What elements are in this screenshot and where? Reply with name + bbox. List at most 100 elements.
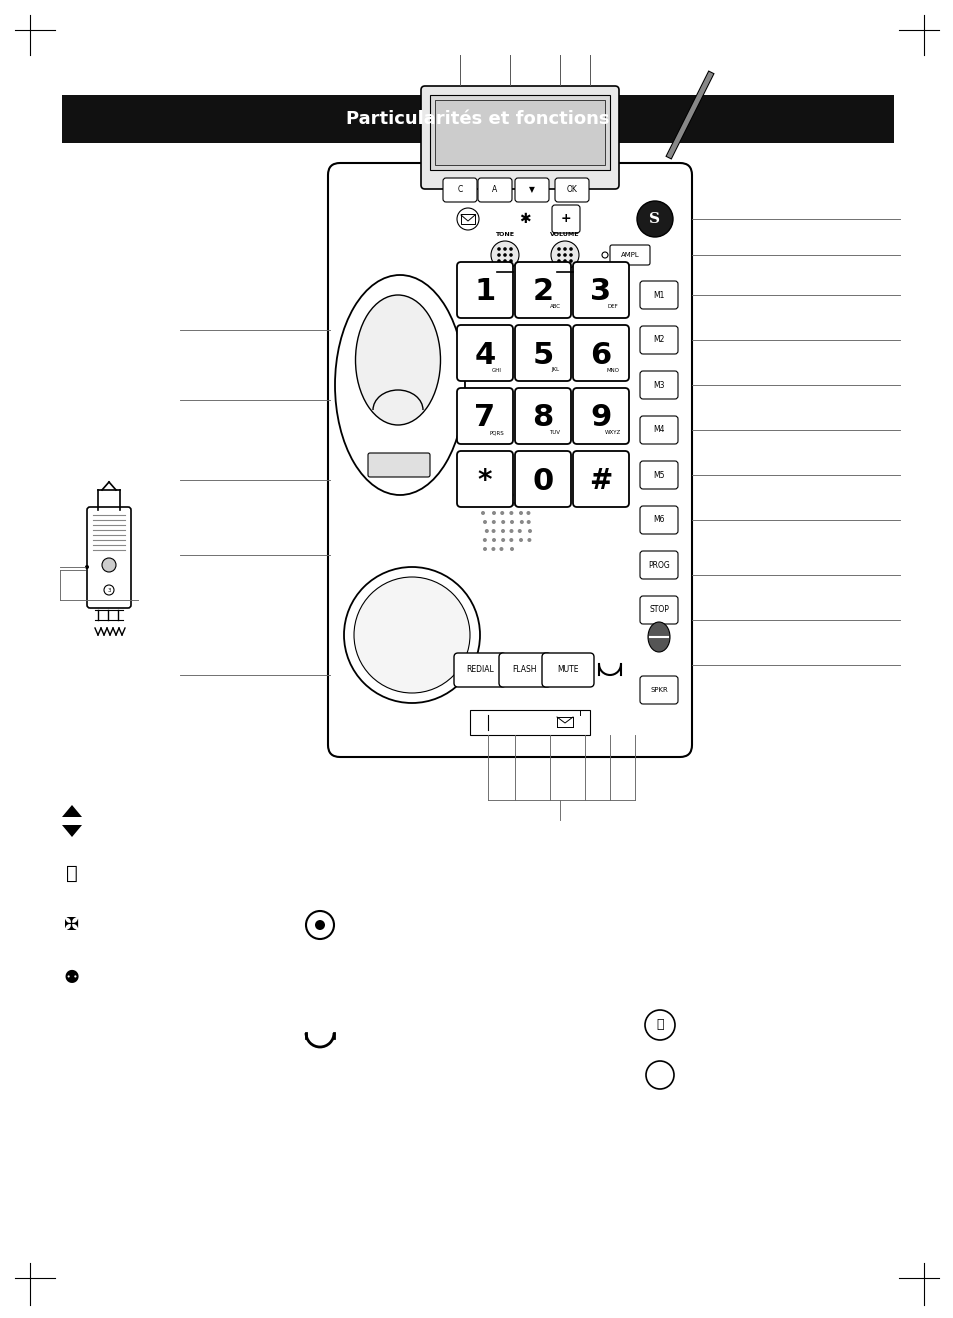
Circle shape xyxy=(509,248,513,250)
Text: M1: M1 xyxy=(653,290,664,299)
Circle shape xyxy=(500,502,504,506)
Circle shape xyxy=(492,521,496,525)
Circle shape xyxy=(562,253,566,257)
FancyBboxPatch shape xyxy=(573,451,628,507)
FancyBboxPatch shape xyxy=(639,551,678,579)
Circle shape xyxy=(551,241,578,269)
FancyBboxPatch shape xyxy=(515,326,571,381)
Circle shape xyxy=(500,538,504,542)
FancyBboxPatch shape xyxy=(639,370,678,399)
Circle shape xyxy=(306,911,334,938)
Circle shape xyxy=(511,511,515,515)
Text: STOP: STOP xyxy=(648,605,668,614)
Circle shape xyxy=(456,208,478,231)
Text: 9: 9 xyxy=(590,403,611,432)
Circle shape xyxy=(344,567,479,702)
Circle shape xyxy=(497,260,500,262)
Text: MUTE: MUTE xyxy=(557,666,578,675)
Text: A: A xyxy=(492,186,497,195)
FancyBboxPatch shape xyxy=(456,262,513,318)
Circle shape xyxy=(645,1061,673,1089)
Text: WXYZ: WXYZ xyxy=(604,431,620,435)
Text: ⚉: ⚉ xyxy=(64,969,80,987)
Circle shape xyxy=(492,538,496,542)
Bar xyxy=(435,100,604,165)
Text: 2: 2 xyxy=(532,278,553,307)
FancyBboxPatch shape xyxy=(639,506,678,534)
Ellipse shape xyxy=(647,622,669,652)
Circle shape xyxy=(497,248,500,250)
Text: M3: M3 xyxy=(653,381,664,390)
Circle shape xyxy=(499,493,503,497)
Circle shape xyxy=(104,585,113,594)
FancyBboxPatch shape xyxy=(573,326,628,381)
Circle shape xyxy=(491,529,495,532)
Text: M5: M5 xyxy=(653,471,664,480)
Circle shape xyxy=(508,529,512,532)
Text: 4: 4 xyxy=(474,340,496,369)
Text: 1: 1 xyxy=(474,278,496,307)
Ellipse shape xyxy=(335,275,464,496)
Circle shape xyxy=(483,511,487,515)
Text: #: # xyxy=(589,467,612,496)
FancyBboxPatch shape xyxy=(456,451,513,507)
Text: M2: M2 xyxy=(653,336,664,344)
Circle shape xyxy=(102,558,116,572)
Circle shape xyxy=(482,521,486,525)
FancyBboxPatch shape xyxy=(515,451,571,507)
Text: VOLUME: VOLUME xyxy=(550,232,579,237)
Text: 3: 3 xyxy=(590,278,611,307)
Circle shape xyxy=(509,502,513,506)
Circle shape xyxy=(517,529,521,532)
Circle shape xyxy=(510,521,514,525)
Polygon shape xyxy=(62,825,82,837)
Circle shape xyxy=(497,253,500,257)
Circle shape xyxy=(482,502,486,506)
FancyBboxPatch shape xyxy=(639,281,678,308)
Text: ▼: ▼ xyxy=(529,186,535,195)
Text: 8: 8 xyxy=(532,403,553,432)
FancyBboxPatch shape xyxy=(573,387,628,444)
Text: 7: 7 xyxy=(474,403,495,432)
Text: M4: M4 xyxy=(653,426,664,435)
Circle shape xyxy=(527,521,532,525)
FancyBboxPatch shape xyxy=(477,178,512,202)
Text: ABC: ABC xyxy=(549,304,560,310)
Circle shape xyxy=(569,248,572,250)
Circle shape xyxy=(492,511,496,515)
Text: TONE: TONE xyxy=(495,232,514,237)
FancyBboxPatch shape xyxy=(442,178,476,202)
FancyBboxPatch shape xyxy=(573,262,628,318)
FancyBboxPatch shape xyxy=(328,163,691,757)
Circle shape xyxy=(500,511,504,515)
Circle shape xyxy=(85,565,89,569)
FancyBboxPatch shape xyxy=(609,245,649,265)
Text: JKL: JKL xyxy=(551,368,558,373)
Circle shape xyxy=(517,521,521,525)
Circle shape xyxy=(500,547,504,551)
Text: 🔥: 🔥 xyxy=(66,863,78,883)
Circle shape xyxy=(644,1010,675,1040)
Circle shape xyxy=(510,493,514,497)
Text: ✠: ✠ xyxy=(65,916,79,934)
Circle shape xyxy=(562,248,566,250)
Text: OK: OK xyxy=(566,186,577,195)
FancyBboxPatch shape xyxy=(639,416,678,444)
Text: Particularités et fonctions: Particularités et fonctions xyxy=(346,109,609,128)
Bar xyxy=(430,95,609,170)
Text: DEF: DEF xyxy=(607,304,618,310)
Circle shape xyxy=(569,253,572,257)
Circle shape xyxy=(557,248,560,250)
Text: REDIAL: REDIAL xyxy=(466,666,494,675)
FancyBboxPatch shape xyxy=(639,676,678,704)
Circle shape xyxy=(482,547,486,551)
FancyBboxPatch shape xyxy=(368,453,430,477)
Circle shape xyxy=(519,502,523,506)
Text: 6: 6 xyxy=(590,340,611,369)
Text: ✱: ✱ xyxy=(518,212,530,225)
Circle shape xyxy=(518,511,522,515)
Text: 0: 0 xyxy=(532,467,553,496)
Text: FLASH: FLASH xyxy=(512,666,537,675)
Circle shape xyxy=(509,253,513,257)
FancyBboxPatch shape xyxy=(555,178,588,202)
